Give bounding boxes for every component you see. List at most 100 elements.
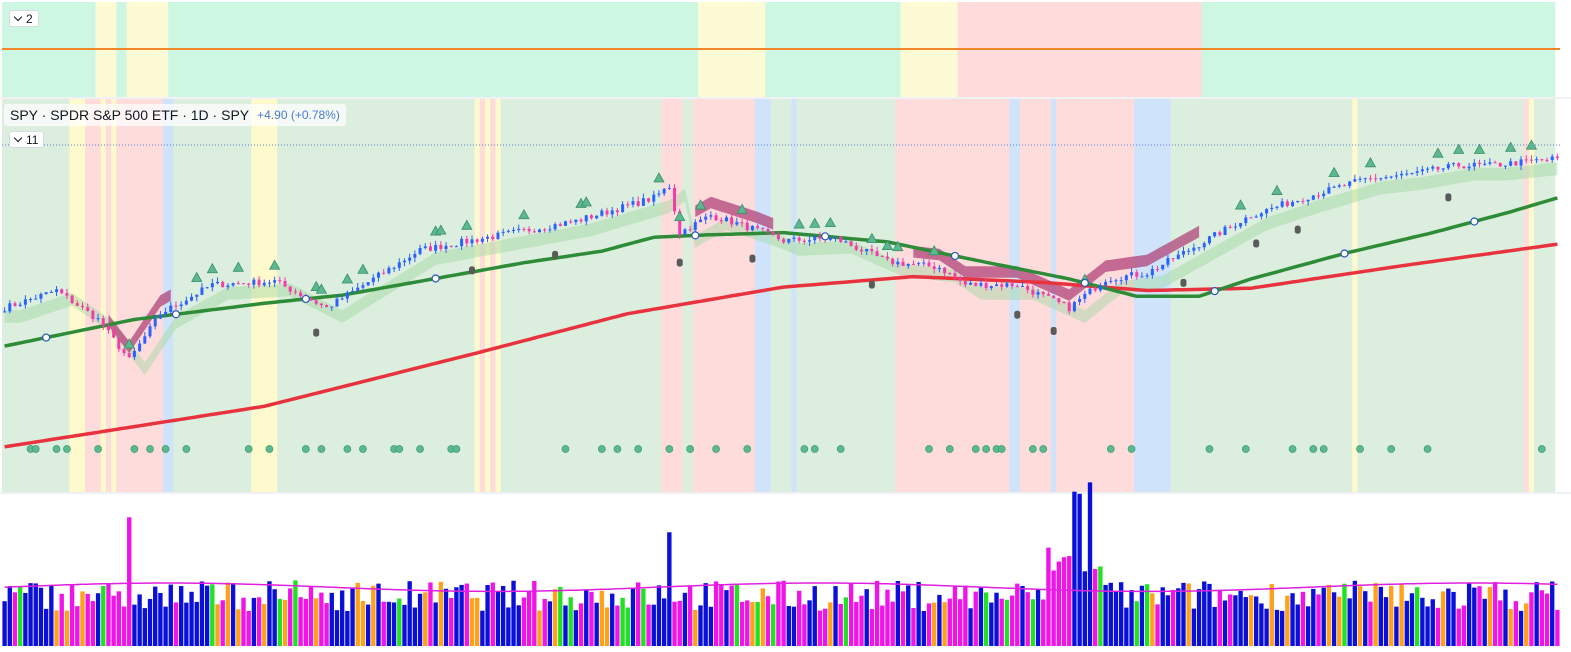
candle-body bbox=[1400, 173, 1404, 176]
candle-body bbox=[101, 318, 105, 327]
regime-band-blue bbox=[1009, 99, 1021, 492]
symbol-legend[interactable]: SPY · SPDR S&P 500 ETF · 1D · SPY +4.90 … bbox=[4, 104, 346, 126]
candle-body bbox=[854, 245, 858, 250]
volume-bar bbox=[978, 586, 984, 646]
candle-body bbox=[1384, 177, 1388, 179]
regime-band-yellow bbox=[111, 99, 117, 492]
volume-bar bbox=[1041, 599, 1046, 646]
candle bbox=[1270, 203, 1274, 212]
volume-bar bbox=[173, 602, 179, 646]
candle bbox=[766, 225, 770, 236]
candle bbox=[491, 234, 495, 241]
candle bbox=[387, 265, 391, 275]
volume-bar bbox=[1498, 600, 1503, 646]
candle bbox=[1322, 190, 1326, 199]
regime-band-blue bbox=[791, 99, 798, 492]
volume-bar bbox=[308, 586, 314, 646]
buy-triangle bbox=[881, 239, 894, 250]
candle-body bbox=[283, 280, 287, 287]
event-dot bbox=[416, 445, 424, 453]
volume-bar bbox=[168, 584, 173, 646]
volume-bar bbox=[1451, 591, 1456, 646]
candle-body bbox=[657, 193, 661, 195]
candle bbox=[605, 207, 609, 218]
volume-bar bbox=[1363, 591, 1368, 646]
candle bbox=[927, 259, 931, 268]
volume-bar bbox=[760, 588, 766, 646]
candle bbox=[1000, 281, 1004, 291]
candle bbox=[688, 225, 692, 233]
top-indicator-pane bbox=[2, 2, 1560, 97]
volume-bar bbox=[230, 584, 236, 646]
candle bbox=[989, 285, 993, 291]
candle-body bbox=[1317, 195, 1321, 197]
candle-body bbox=[963, 280, 967, 285]
candle-body bbox=[626, 204, 630, 206]
volume-bar bbox=[563, 605, 568, 646]
candle bbox=[1441, 168, 1445, 172]
candle bbox=[164, 307, 168, 317]
candle bbox=[699, 216, 703, 223]
candle bbox=[1239, 222, 1243, 229]
candle bbox=[870, 244, 874, 255]
buy-triangle bbox=[1364, 156, 1377, 168]
candle-body bbox=[1368, 178, 1372, 180]
candle-body bbox=[1078, 298, 1082, 302]
event-dot bbox=[743, 445, 752, 453]
exit-marker bbox=[468, 266, 475, 275]
volume-bar bbox=[1243, 597, 1248, 646]
candle-body bbox=[169, 305, 173, 312]
candle bbox=[714, 212, 718, 222]
volume-bar bbox=[262, 603, 267, 646]
volume-bar bbox=[43, 608, 49, 646]
candle bbox=[340, 294, 344, 301]
candle bbox=[776, 231, 780, 242]
candle-body bbox=[325, 305, 329, 308]
candle-body bbox=[699, 219, 703, 223]
candle bbox=[1078, 295, 1082, 306]
candle-body bbox=[1441, 168, 1445, 170]
candle bbox=[1342, 184, 1346, 187]
volume-bar bbox=[734, 584, 740, 646]
volume-bar bbox=[1202, 581, 1207, 646]
candle bbox=[75, 300, 79, 306]
regime-band-green bbox=[770, 99, 792, 492]
volume-bar bbox=[33, 583, 38, 646]
buy-triangle bbox=[694, 199, 707, 210]
volume-bar bbox=[661, 598, 667, 646]
candle bbox=[1472, 159, 1476, 171]
volume-bar bbox=[7, 586, 12, 646]
volume-bar bbox=[667, 532, 672, 646]
candle bbox=[859, 246, 863, 255]
candle-body bbox=[361, 285, 365, 288]
indicators-collapse-button[interactable]: 11 bbox=[9, 131, 45, 148]
event-dot bbox=[997, 445, 1006, 453]
volume-bar bbox=[672, 601, 677, 646]
volume-bar bbox=[1160, 587, 1165, 646]
candle bbox=[158, 310, 162, 320]
candle-body bbox=[517, 228, 521, 230]
volume-bar bbox=[350, 587, 355, 646]
volume-bar bbox=[786, 605, 791, 646]
candle bbox=[553, 222, 557, 231]
candle-body bbox=[512, 229, 516, 231]
candle-body bbox=[636, 201, 640, 206]
volume-bar bbox=[1004, 599, 1010, 646]
volume-bar bbox=[1550, 581, 1555, 646]
regime-band-yellow bbox=[474, 99, 481, 492]
candle-body bbox=[470, 239, 474, 244]
candle-body bbox=[1088, 288, 1092, 294]
event-dot bbox=[94, 445, 102, 453]
volume-bar bbox=[906, 585, 911, 646]
candle-body bbox=[449, 245, 453, 247]
volume-bar bbox=[677, 600, 682, 646]
volume-bar bbox=[1196, 589, 1202, 646]
candle-body bbox=[366, 282, 370, 286]
volume-bar bbox=[324, 603, 329, 646]
buy-triangle bbox=[435, 224, 447, 235]
buy-triangle bbox=[341, 273, 354, 284]
top-pane-collapse-button[interactable]: 2 bbox=[9, 10, 39, 27]
candle bbox=[1052, 295, 1056, 299]
volume-bar bbox=[376, 583, 381, 646]
